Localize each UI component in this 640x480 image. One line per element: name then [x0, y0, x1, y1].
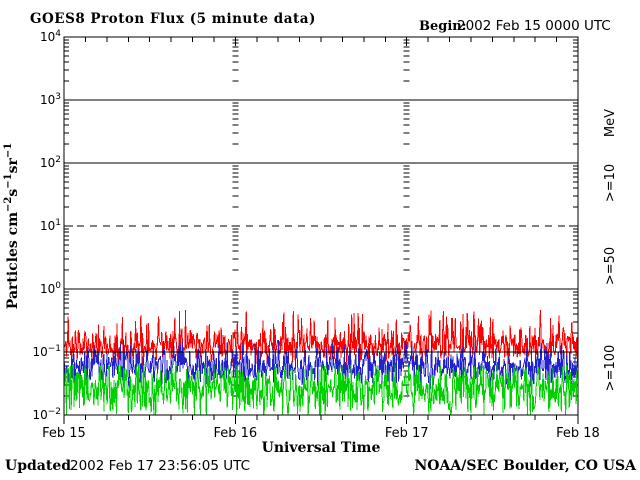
y-tick-label: 10−1 — [32, 344, 61, 359]
footer-updated-label: Updated — [5, 458, 71, 474]
x-axis-label: Universal Time — [262, 440, 381, 456]
y-tick-label: 103 — [40, 92, 61, 107]
unit-label: MeV — [603, 109, 618, 137]
x-tick-label: Feb 18 — [556, 426, 600, 441]
series-line-ge10 — [63, 309, 579, 370]
begin-label: Begin: — [419, 19, 467, 34]
y-tick-label: 102 — [40, 155, 61, 170]
y-tick-label: 10−2 — [32, 407, 61, 422]
series-line-ge50 — [63, 339, 579, 390]
x-axis-tick-labels: Feb 15 Feb 16 Feb 17 Feb 18 — [42, 426, 600, 441]
y-tick-label: 101 — [40, 218, 61, 233]
x-tick-label: Feb 15 — [42, 426, 86, 441]
y-axis-label: Particles cm−2s−1sr−1 — [3, 143, 21, 309]
footer-updated-value: 2002 Feb 17 23:56:05 UTC — [70, 458, 250, 474]
y-tick-label: 104 — [40, 29, 61, 44]
series-label-ge10: >=10 — [603, 164, 618, 202]
x-tick-label: Feb 17 — [385, 426, 429, 441]
y-axis-tick-labels: 104 103 102 101 100 10−1 10−2 — [32, 29, 61, 422]
plot-frame — [63, 36, 579, 416]
series-line-ge100 — [63, 362, 579, 416]
begin-value: 2002 Feb 15 0000 UTC — [457, 18, 611, 34]
chart-title: GOES8 Proton Flux (5 minute data) — [30, 11, 316, 27]
gridlines-and-frame — [63, 36, 579, 424]
footer-credit: NOAA/SEC Boulder, CO USA — [415, 458, 638, 474]
x-tick-label: Feb 16 — [213, 426, 257, 441]
data-series — [63, 309, 579, 416]
series-label-ge100: >=100 — [603, 345, 618, 392]
y-tick-label: 100 — [40, 281, 61, 296]
series-legend-labels: >=10 >=50 >=100 — [603, 164, 618, 391]
series-label-ge50: >=50 — [603, 247, 618, 285]
